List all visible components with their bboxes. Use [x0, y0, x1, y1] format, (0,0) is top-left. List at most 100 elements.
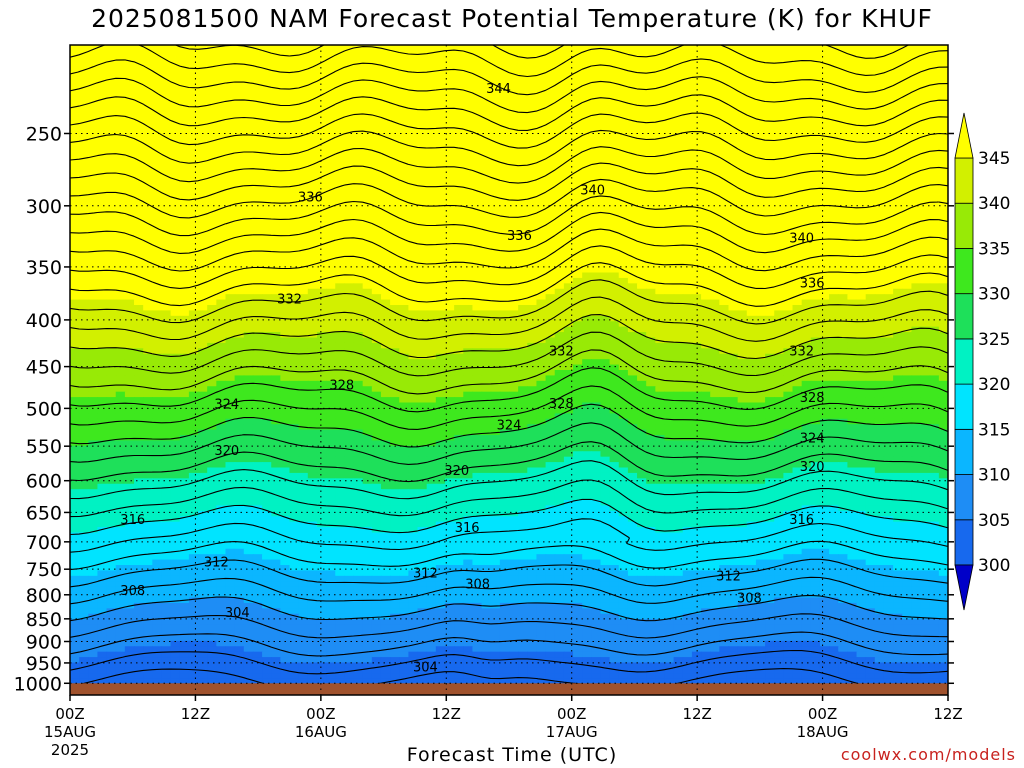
fill-cell: [838, 147, 848, 154]
fill-cell: [271, 142, 281, 149]
fill-cell: [417, 294, 428, 301]
fill-cell: [298, 88, 309, 95]
fill-cell: [234, 267, 245, 274]
fill-cell: [326, 277, 336, 284]
fill-cell: [454, 321, 464, 328]
fill-cell: [335, 283, 345, 290]
fill-cell: [143, 294, 153, 301]
fill-cell: [874, 110, 885, 117]
fill-cell: [829, 207, 839, 214]
fill-cell: [252, 207, 263, 214]
fill-cell: [737, 299, 748, 306]
fill-cell: [545, 93, 556, 100]
fill-cell: [353, 277, 364, 284]
fill-cell: [627, 153, 638, 160]
fill-cell: [637, 288, 647, 295]
fill-cell: [838, 93, 848, 100]
fill-cell: [609, 207, 620, 214]
fill-cell: [362, 185, 373, 192]
fill-cell: [271, 305, 281, 312]
fill-cell: [490, 250, 501, 257]
fill-cell: [847, 120, 858, 127]
fill-cell: [527, 250, 538, 257]
fill-cell: [179, 223, 190, 230]
fill-cell: [207, 93, 217, 100]
fill-cell: [97, 207, 108, 214]
fill-cell: [591, 93, 602, 100]
fill-cell: [865, 250, 876, 257]
fill-cell: [710, 218, 720, 225]
fill-cell: [97, 158, 108, 165]
fill-cell: [856, 77, 867, 84]
fill-cell: [673, 142, 684, 149]
fill-cell: [737, 88, 748, 95]
fill-cell: [563, 256, 574, 263]
fill-cell: [435, 299, 446, 306]
fill-cell: [902, 137, 913, 144]
fill-cell: [737, 261, 748, 268]
fill-cell: [801, 234, 812, 241]
fill-cell: [847, 93, 858, 100]
fill-cell: [161, 250, 172, 257]
fill-cell: [518, 305, 528, 312]
fill-cell: [637, 283, 647, 290]
fill-cell: [271, 315, 281, 322]
fill-cell: [216, 212, 227, 219]
fill-cell: [216, 267, 227, 274]
fill-cell: [271, 77, 281, 84]
fill-cell: [737, 45, 748, 52]
fill-cell: [600, 142, 611, 149]
fill-cell: [746, 66, 757, 73]
fill-cell: [417, 153, 428, 160]
fill-cell: [545, 288, 556, 295]
fill-cell: [79, 77, 89, 84]
fill-cell: [673, 207, 684, 214]
fill-cell: [929, 77, 940, 84]
fill-cell: [655, 158, 666, 165]
fill-cell: [938, 288, 948, 295]
fill-cell: [573, 277, 583, 284]
fill-cell: [326, 321, 336, 328]
fill-cell: [271, 283, 281, 290]
fill-cell: [746, 202, 757, 209]
fill-cell: [380, 158, 391, 165]
fill-cell: [124, 61, 135, 68]
fill-cell: [847, 272, 858, 279]
fill-cell: [243, 104, 254, 111]
fill-cell: [920, 153, 931, 160]
fill-cell: [252, 77, 263, 84]
fill-cell: [655, 88, 666, 95]
fill-cell: [810, 110, 821, 117]
fill-cell: [399, 175, 409, 182]
fill-cell: [490, 245, 501, 252]
fill-cell: [472, 202, 483, 209]
fill-cell: [920, 147, 931, 154]
fill-cell: [161, 272, 172, 279]
fill-cell: [134, 256, 144, 263]
fill-cell: [518, 218, 528, 225]
fill-cell: [618, 175, 629, 182]
fill-cell: [97, 310, 108, 317]
fill-cell: [554, 234, 565, 241]
fill-cell: [710, 77, 720, 84]
fill-cell: [298, 137, 309, 144]
fill-cell: [911, 110, 922, 117]
fill-cell: [243, 45, 254, 52]
fill-cell: [216, 191, 227, 198]
fill-cell: [509, 158, 519, 165]
fill-cell: [527, 267, 538, 274]
fill-cell: [399, 137, 409, 144]
fill-cell: [335, 185, 345, 192]
fill-cell: [755, 277, 766, 284]
fill-cell: [124, 164, 135, 171]
fill-cell: [143, 147, 153, 154]
fill-cell: [225, 77, 236, 84]
fill-cell: [152, 234, 163, 241]
fill-cell: [390, 261, 400, 268]
fill-cell: [536, 250, 547, 257]
fill-cell: [252, 256, 263, 263]
fill-cell: [463, 126, 474, 133]
fill-cell: [691, 288, 702, 295]
fill-cell: [426, 283, 437, 290]
fill-cell: [710, 283, 720, 290]
